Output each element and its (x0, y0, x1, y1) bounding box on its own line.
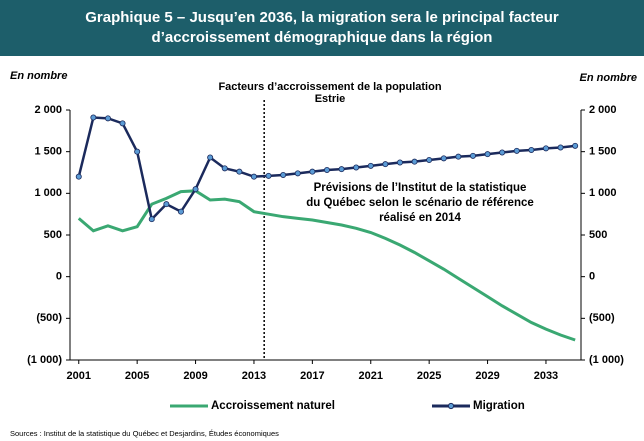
y2-tick-label: (1 000) (589, 354, 624, 366)
y2-tick-label: (500) (589, 312, 615, 324)
marker (104, 115, 111, 122)
marker (192, 186, 199, 193)
x-tick-label: 2029 (475, 370, 499, 382)
y-tick-label: 1 000 (34, 187, 62, 199)
marker (557, 144, 564, 151)
y-axis-label: En nombre (10, 70, 67, 82)
marker (353, 164, 360, 171)
marker (148, 216, 155, 223)
marker (207, 154, 214, 161)
marker (294, 170, 301, 177)
legend-label: Accroissement naturel (211, 400, 335, 412)
subtitle: Facteurs d’accroissement de la populatio… (218, 81, 441, 93)
marker (572, 142, 579, 149)
y2-tick-label: 1 500 (589, 146, 617, 158)
marker (75, 173, 82, 180)
y-tick-label: 0 (56, 271, 62, 283)
y-tick-label: (500) (36, 312, 62, 324)
x-tick-label: 2017 (300, 370, 324, 382)
series-line (77, 189, 576, 342)
y-tick-label: 2 000 (34, 104, 62, 116)
y-tick-label: 1 500 (34, 146, 62, 158)
subtitle: Estrie (315, 93, 346, 105)
marker (455, 153, 462, 160)
marker (528, 146, 535, 153)
marker (411, 158, 418, 165)
marker (338, 166, 345, 173)
marker (177, 208, 184, 215)
chart-title: d’accroissement démographique dans la ré… (152, 29, 493, 46)
annotation: du Québec selon le scénario de référence (306, 197, 534, 209)
chart-title: Graphique 5 – Jusqu’en 2036, la migratio… (85, 9, 559, 26)
marker (367, 162, 374, 169)
x-tick-label: 2001 (67, 370, 91, 382)
y2-tick-label: 0 (589, 271, 595, 283)
y2-tick-label: 500 (589, 229, 607, 241)
y2-tick-label: 2 000 (589, 104, 617, 116)
marker (280, 171, 287, 178)
marker (440, 155, 447, 162)
x-tick-label: 2025 (417, 370, 441, 382)
annotation: réalisé en 2014 (379, 212, 461, 224)
marker (323, 166, 330, 173)
marker (134, 148, 141, 155)
marker (499, 149, 506, 156)
annotation: Prévisions de l’Institut de la statistiq… (314, 182, 527, 194)
marker (484, 151, 491, 158)
y2-tick-label: 1 000 (589, 187, 617, 199)
legend-marker (447, 402, 455, 410)
x-tick-label: 2009 (183, 370, 207, 382)
y-tick-label: (1 000) (27, 354, 62, 366)
marker (265, 172, 272, 179)
marker (163, 201, 170, 208)
marker (513, 147, 520, 154)
y2-axis-label: En nombre (580, 72, 637, 84)
marker (396, 159, 403, 166)
x-tick-label: 2005 (125, 370, 149, 382)
marker (426, 156, 433, 163)
marker (309, 168, 316, 175)
marker (250, 173, 257, 180)
source: Sources : Institut de la statistique du … (10, 429, 279, 438)
x-tick-label: 2013 (242, 370, 266, 382)
y-tick-label: 500 (44, 229, 62, 241)
marker (236, 168, 243, 175)
marker (469, 152, 476, 159)
marker (119, 120, 126, 127)
marker (221, 165, 228, 172)
marker (542, 145, 549, 152)
x-tick-label: 2021 (359, 370, 383, 382)
legend-label: Migration (473, 400, 525, 412)
marker (382, 161, 389, 168)
x-tick-label: 2033 (534, 370, 558, 382)
title-bar (0, 0, 644, 56)
marker (90, 114, 97, 121)
